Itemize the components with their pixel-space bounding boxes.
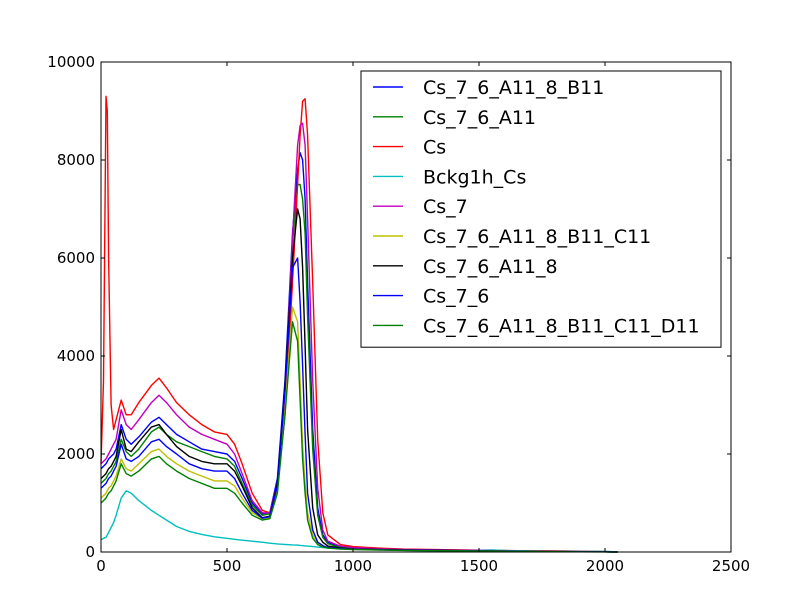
y-tick-label: 8000 bbox=[57, 151, 95, 169]
legend-label: Cs_7_6_A11_8_B11_C11_D11 bbox=[423, 315, 700, 337]
x-tick-label: 2000 bbox=[586, 557, 624, 575]
legend-label: Cs_7 bbox=[423, 196, 468, 218]
y-tick-label: 4000 bbox=[57, 347, 95, 365]
legend-label: Cs bbox=[423, 137, 446, 159]
y-tick-label: 6000 bbox=[57, 249, 95, 267]
series-line-9 bbox=[100, 321, 618, 553]
x-tick-label: 1500 bbox=[460, 557, 498, 575]
legend-label: Cs_7_6_A11 bbox=[423, 107, 536, 129]
legend-label: Cs_7_6_A11_8_B11_C11 bbox=[423, 226, 651, 248]
plot-frame bbox=[100, 61, 732, 553]
legend-label: Cs_7_6_A11_8_B11 bbox=[423, 77, 604, 99]
x-tick-label: 2500 bbox=[712, 557, 750, 575]
series-layer bbox=[100, 95, 618, 553]
y-tick-label: 2000 bbox=[57, 445, 95, 463]
legend-label: Cs_7_6 bbox=[423, 286, 489, 308]
legend: Cs_7_6_A11_8_B11 Cs_7_6_A11 Cs Bckg1h_Cs Cs_… bbox=[360, 70, 722, 348]
x-tick-label: 500 bbox=[213, 557, 242, 575]
legend-label: Bckg1h_Cs bbox=[423, 166, 526, 188]
x-tick-label: 0 bbox=[96, 557, 106, 575]
y-tick-label: 0 bbox=[85, 543, 95, 561]
ticks-layer: 0 500 1000 1500 2000 2500 0 2000 4000 6000 8000 100… bbox=[47, 53, 750, 575]
y-tick-label: 10000 bbox=[47, 53, 95, 71]
legend-label: Cs_7_6_A11_8 bbox=[423, 256, 558, 278]
x-tick-label: 1000 bbox=[334, 557, 372, 575]
legend-box bbox=[360, 70, 722, 348]
